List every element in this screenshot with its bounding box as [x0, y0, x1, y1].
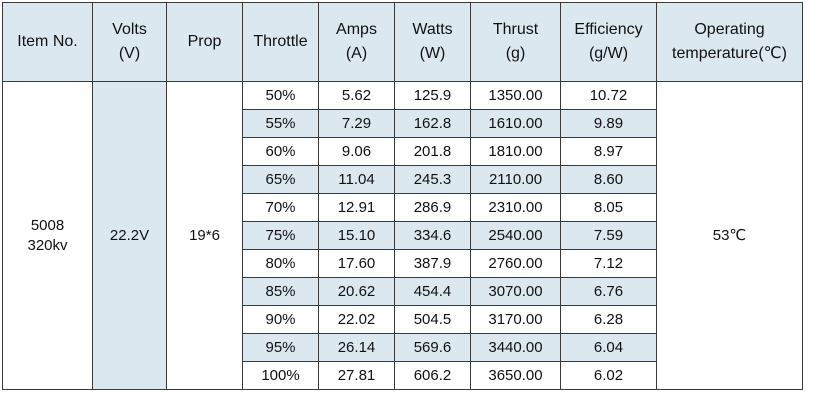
amps-cell: 12.91	[318, 193, 395, 222]
throttle-cell: 55%	[242, 109, 319, 138]
thrust-cell: 3650.00	[470, 361, 561, 390]
efficiency-cell: 8.05	[560, 193, 657, 222]
throttle-cell: 100%	[242, 361, 319, 390]
header-efficiency-unit: (g/W)	[588, 45, 629, 62]
amps-cell: 20.62	[318, 277, 395, 306]
item-no-model: 5008	[30, 216, 65, 234]
efficiency-cell: 7.59	[560, 221, 657, 250]
header-watts-unit: (W)	[419, 45, 446, 62]
thrust-cell: 2310.00	[470, 193, 561, 222]
table-row: 5008 320kv 22.2V 19*6 50% 5.62 125.9 1350…	[2, 81, 803, 390]
header-thrust-label: Thrust	[492, 21, 539, 38]
header-watts-label: Watts	[412, 21, 453, 38]
thrust-cell: 3070.00	[470, 277, 561, 306]
header-efficiency-label: Efficiency	[574, 21, 643, 38]
throttle-cell: 90%	[242, 305, 319, 334]
thrust-cell: 1610.00	[470, 109, 561, 138]
header-volts-label: Volts	[112, 21, 147, 38]
thrust-cell: 2110.00	[470, 165, 561, 194]
table-row: 55% 7.29 162.8 1610.00 9.89	[3, 109, 803, 138]
throttle-cell: 60%	[242, 137, 319, 166]
table-row: 70% 12.91 286.9 2310.00 8.05	[3, 193, 803, 222]
efficiency-cell: 8.97	[560, 137, 657, 166]
thrust-cell: 3440.00	[470, 333, 561, 362]
amps-cell: 22.02	[318, 305, 395, 334]
watts-cell: 245.3	[394, 165, 471, 194]
thrust-cell: 3170.00	[470, 305, 561, 334]
watts-cell: 569.6	[394, 333, 471, 362]
header-amps-unit: (A)	[345, 45, 368, 62]
item-no-cell: 5008 320kv	[2, 81, 93, 390]
table-row: 60% 9.06 201.8 1810.00 8.97	[3, 137, 803, 166]
table-row: 65% 11.04 245.3 2110.00 8.60	[3, 165, 803, 194]
header-row: Item No. Volts (V) Prop Throttle Amps (A) …	[2, 2, 803, 82]
volts-cell: 22.2V	[92, 81, 167, 390]
header-temperature-unit: temperature(℃)	[672, 45, 787, 62]
watts-cell: 162.8	[394, 109, 471, 138]
thrust-cell: 2760.00	[470, 249, 561, 278]
header-watts: Watts (W)	[394, 2, 471, 82]
efficiency-cell: 7.12	[560, 249, 657, 278]
amps-cell: 26.14	[318, 333, 395, 362]
header-thrust-unit: (g)	[505, 45, 526, 62]
thrust-cell: 1350.00	[470, 81, 561, 110]
header-efficiency: Efficiency (g/W)	[560, 2, 657, 82]
item-no-kv: 320kv	[27, 236, 68, 254]
watts-cell: 125.9	[394, 81, 471, 110]
throttle-cell: 95%	[242, 333, 319, 362]
header-temperature: Operating temperature(℃)	[656, 2, 803, 82]
header-temperature-label: Operating	[694, 21, 765, 38]
amps-cell: 5.62	[318, 81, 395, 110]
throttle-cell: 50%	[242, 81, 319, 110]
table-row: 100% 27.81 606.2 3650.00 6.02	[3, 361, 803, 390]
efficiency-cell: 6.02	[560, 361, 657, 390]
table-row: 85% 20.62 454.4 3070.00 6.76	[3, 277, 803, 306]
efficiency-cell: 10.72	[560, 81, 657, 110]
efficiency-cell: 6.76	[560, 277, 657, 306]
amps-cell: 9.06	[318, 137, 395, 166]
efficiency-cell: 9.89	[560, 109, 657, 138]
watts-cell: 286.9	[394, 193, 471, 222]
prop-cell: 19*6	[166, 81, 243, 390]
table-row: 80% 17.60 387.9 2760.00 7.12	[3, 249, 803, 278]
efficiency-cell: 8.60	[560, 165, 657, 194]
header-item-no: Item No.	[2, 2, 93, 82]
header-amps: Amps (A)	[318, 2, 395, 82]
throttle-cell: 65%	[242, 165, 319, 194]
watts-cell: 201.8	[394, 137, 471, 166]
amps-cell: 11.04	[318, 165, 395, 194]
table-row: 75% 15.10 334.6 2540.00 7.59	[3, 221, 803, 250]
efficiency-cell: 6.04	[560, 333, 657, 362]
watts-cell: 504.5	[394, 305, 471, 334]
table-row: 95% 26.14 569.6 3440.00 6.04	[3, 333, 803, 362]
watts-cell: 606.2	[394, 361, 471, 390]
header-prop-label: Prop	[187, 33, 222, 50]
throttle-cell: 80%	[242, 249, 319, 278]
thrust-cell: 1810.00	[470, 137, 561, 166]
watts-cell: 334.6	[394, 221, 471, 250]
header-volts-unit: (V)	[118, 45, 141, 62]
header-volts: Volts (V)	[92, 2, 167, 82]
header-throttle: Throttle	[242, 2, 319, 82]
temperature-cell: 53℃	[656, 81, 803, 390]
amps-cell: 17.60	[318, 249, 395, 278]
watts-cell: 387.9	[394, 249, 471, 278]
throttle-cell: 70%	[242, 193, 319, 222]
table-row: 90% 22.02 504.5 3170.00 6.28	[3, 305, 803, 334]
watts-cell: 454.4	[394, 277, 471, 306]
header-item-no-label: Item No.	[17, 33, 78, 50]
amps-cell: 15.10	[318, 221, 395, 250]
header-amps-label: Amps	[336, 21, 377, 38]
efficiency-cell: 6.28	[560, 305, 657, 334]
header-throttle-label: Throttle	[253, 33, 308, 50]
thrust-cell: 2540.00	[470, 221, 561, 250]
header-thrust: Thrust (g)	[470, 2, 561, 82]
amps-cell: 27.81	[318, 361, 395, 390]
amps-cell: 7.29	[318, 109, 395, 138]
throttle-cell: 85%	[242, 277, 319, 306]
throttle-cell: 75%	[242, 221, 319, 250]
motor-spec-table: Item No. Volts (V) Prop Throttle Amps (A) …	[2, 2, 803, 390]
header-prop: Prop	[166, 2, 243, 82]
